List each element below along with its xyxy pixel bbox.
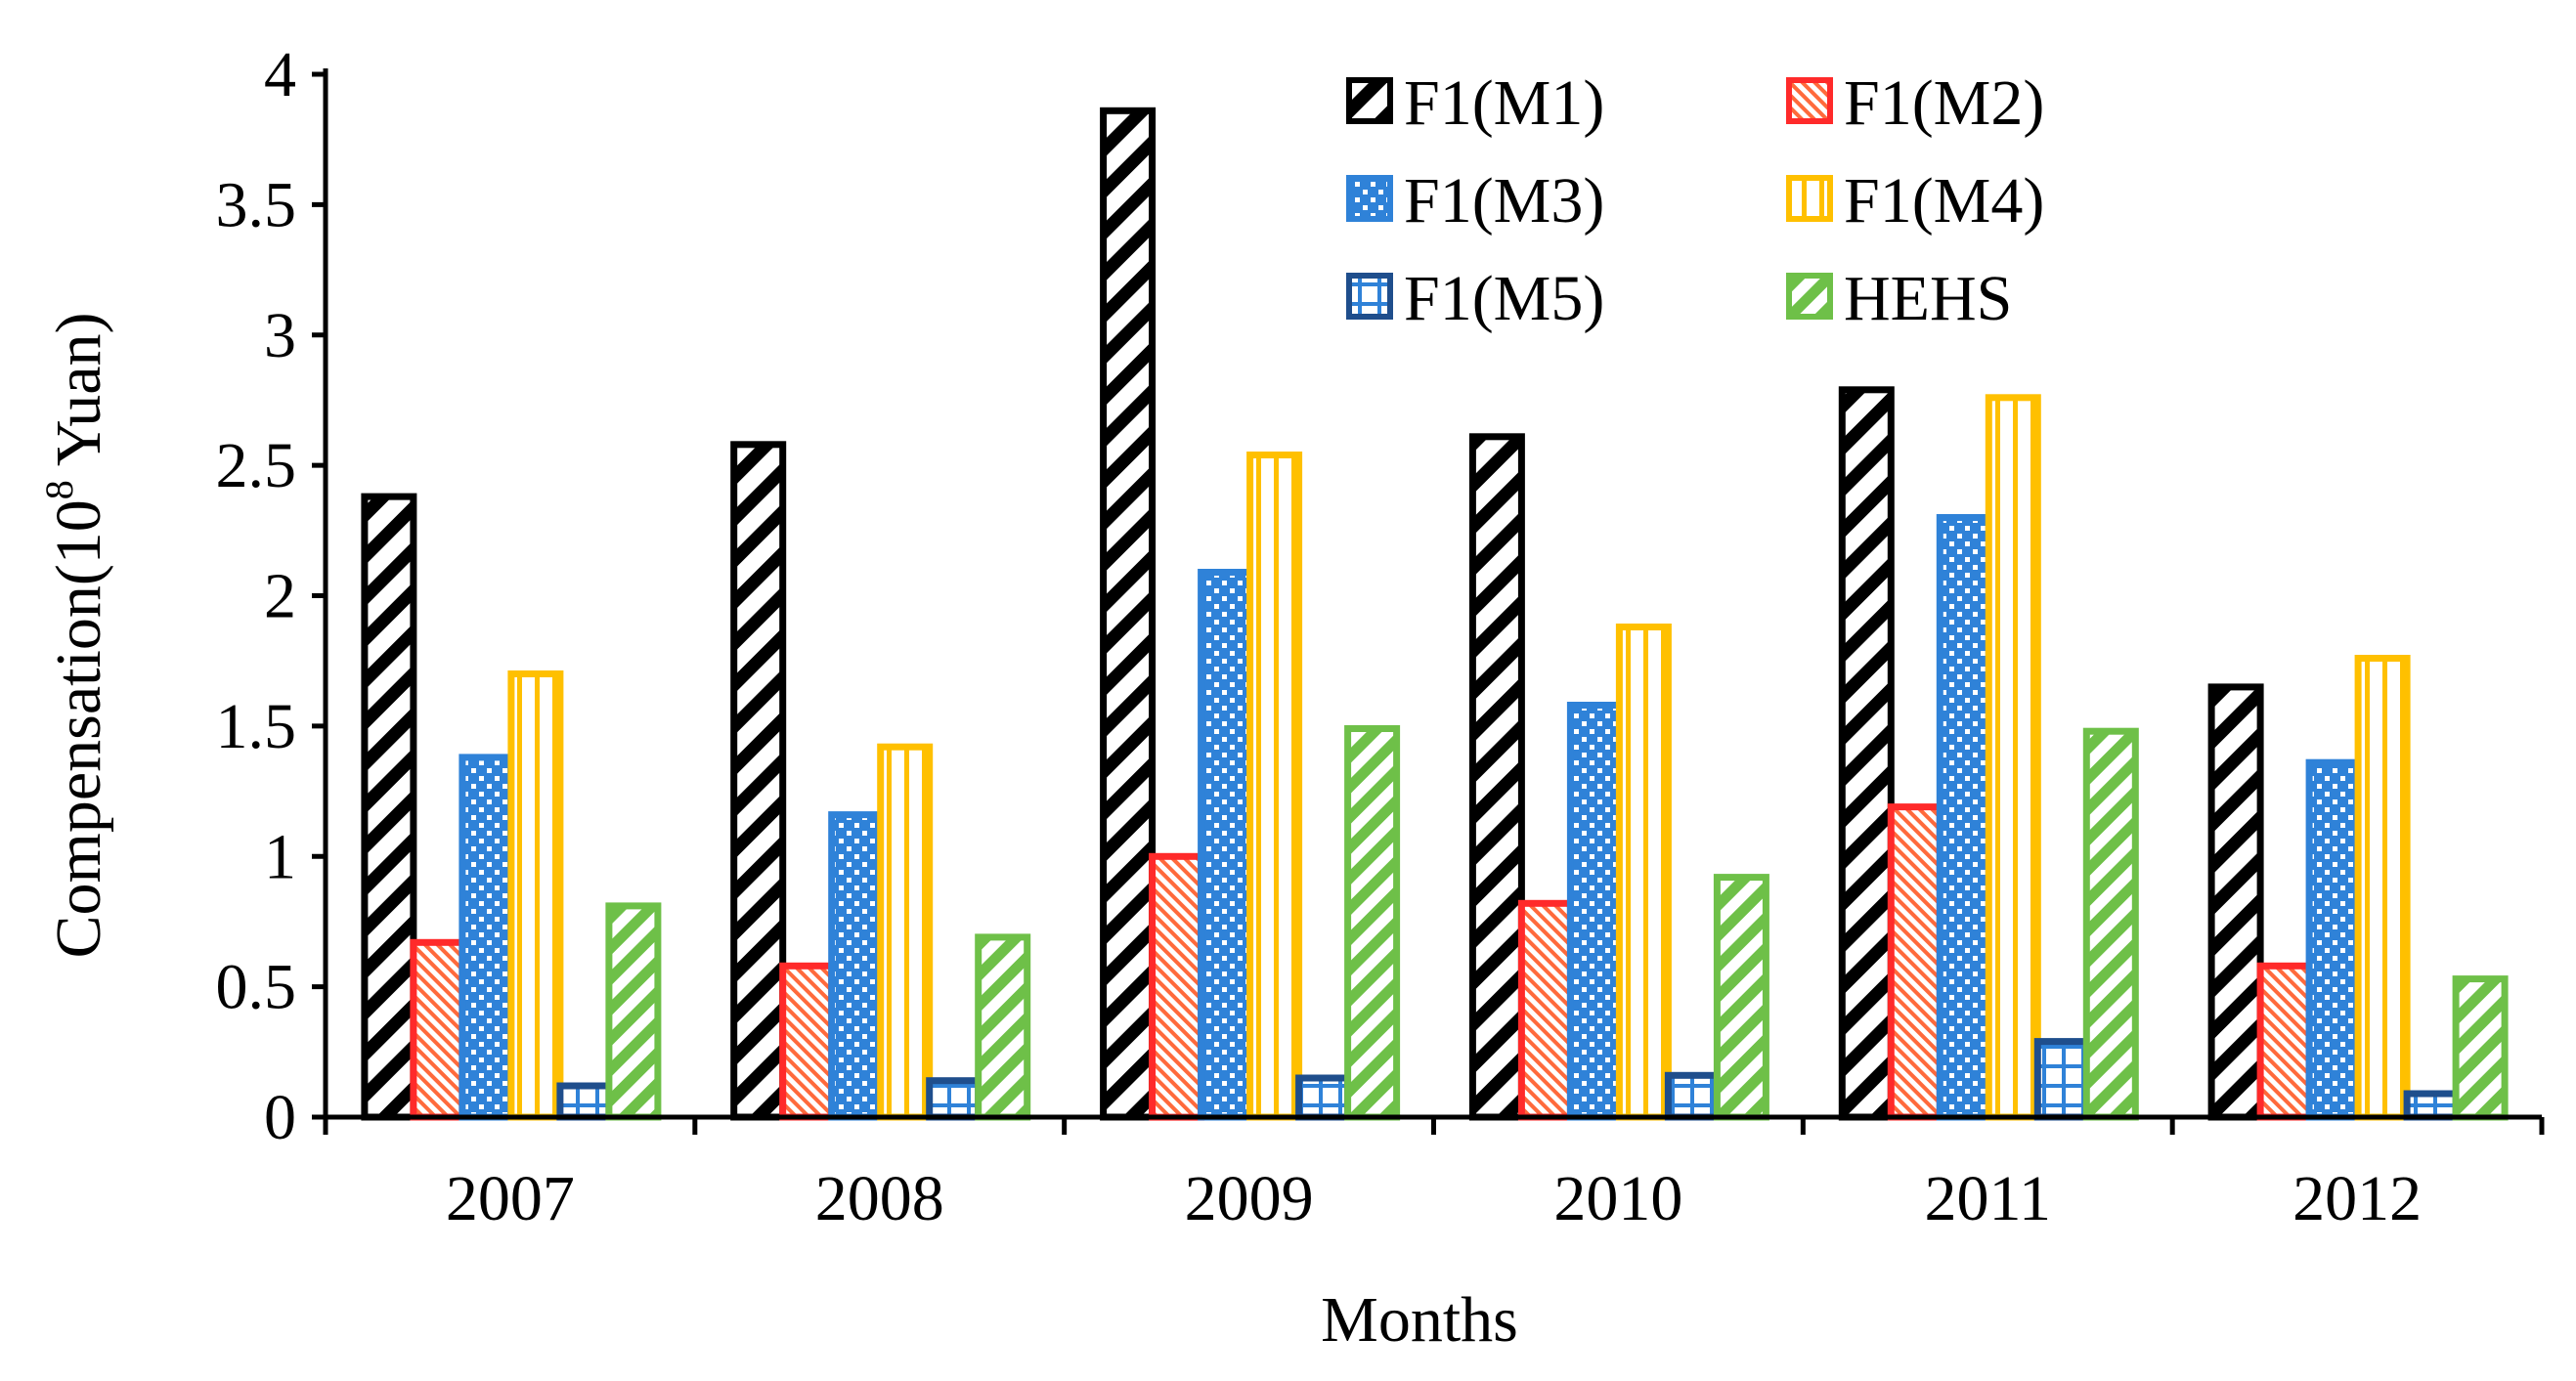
bars-layer [361,107,2509,1121]
bar-f1m2-2011 [1887,803,1943,1121]
x-tick-label: 2010 [1553,1163,1682,1234]
bar-f1m2-2012 [2256,962,2313,1121]
bar-f1m1-2012 [2207,683,2264,1121]
y-tick-label: 3 [264,300,296,371]
legend-label: F1(M1) [1404,67,1604,139]
bar-f1m5-2007 [556,1082,613,1121]
legend-label: HEHS [1844,263,2012,334]
bar-hehs-2010 [1713,874,1769,1121]
x-tick-label: 2012 [2292,1163,2422,1234]
bar-f1m3-2012 [2305,758,2362,1121]
axes-layer: 0 0.5 1 1.5 2 2.5 3 3.5 4 2007 2008 2009 2010 2011 201… [216,39,2545,1234]
y-axis-title-unit: Yuan) [43,313,114,481]
bar-f1m5-2008 [926,1077,982,1121]
x-tick-label: 2009 [1185,1163,1314,1234]
bar-f1m3-2011 [1936,514,1992,1121]
legend-swatch-f1m2 [1786,77,1833,124]
bar-f1m5-2010 [1664,1071,1721,1121]
bar-f1m3-2008 [828,811,885,1121]
bar-hehs-2009 [1344,725,1401,1121]
legend-swatch-hehs [1786,273,1833,320]
y-tick-label: 0.5 [216,952,297,1023]
bar-f1m4-2009 [1246,452,1303,1121]
bar-f1m3-2007 [458,754,515,1121]
y-tick-label: 2.5 [216,430,297,501]
bar-hehs-2011 [2082,727,2139,1121]
legend-swatch-f1m4 [1786,175,1833,222]
bar-f1m2-2008 [779,962,836,1121]
legend-swatch-f1m1 [1346,77,1393,124]
bar-f1m2-2010 [1517,899,1574,1121]
y-tick-label: 2 [264,561,296,632]
bar-hehs-2012 [2452,975,2509,1121]
y-tick-label: 1.5 [216,691,297,762]
bar-f1m5-2009 [1295,1074,1352,1121]
legend-swatch-f1m5 [1346,273,1393,320]
y-tick-label: 3.5 [216,169,297,240]
y-tick-label: 1 [264,821,296,892]
y-axis-title: Compensation(108 Yuan) [37,313,114,959]
bar-f1m5-2011 [2033,1038,2090,1121]
bar-f1m2-2009 [1149,852,1205,1121]
bar-f1m4-2007 [507,670,564,1121]
legend-swatch-f1m3 [1346,175,1393,222]
x-axis-title: Months [1321,1284,1518,1356]
bar-f1m3-2009 [1198,569,1254,1121]
bar-f1m3-2010 [1566,702,1623,1121]
y-tick-label: 0 [264,1082,296,1153]
bar-f1m4-2012 [2354,655,2411,1121]
y-axis-title-superscript: 8 [37,480,81,499]
bar-f1m5-2012 [2403,1090,2460,1121]
legend: F1(M1) F1(M2) F1(M3) F1(M4) F1(M5) HEHS [1346,67,2044,334]
bar-f1m1-2011 [1838,386,1895,1121]
bar-f1m4-2008 [877,743,934,1121]
bar-f1m4-2011 [1985,394,2041,1121]
bar-f1m1-2010 [1468,433,1525,1121]
bar-hehs-2008 [975,933,1031,1121]
bar-f1m1-2009 [1100,107,1157,1121]
bar-f1m1-2008 [730,441,787,1121]
bar-f1m1-2007 [361,493,417,1121]
legend-label: F1(M2) [1844,67,2044,139]
bar-hehs-2007 [605,902,662,1121]
bar-f1m2-2007 [410,938,466,1121]
x-tick-label: 2008 [815,1163,944,1234]
x-tick-label: 2007 [446,1163,575,1234]
y-tick-label: 4 [264,39,296,110]
legend-label: F1(M4) [1844,165,2044,237]
y-axis-title-main: Compensation(10 [43,499,114,958]
legend-label: F1(M5) [1404,263,1604,334]
bar-f1m4-2010 [1615,624,1672,1121]
x-tick-label: 2011 [1924,1163,2051,1234]
legend-label: F1(M3) [1404,165,1604,237]
